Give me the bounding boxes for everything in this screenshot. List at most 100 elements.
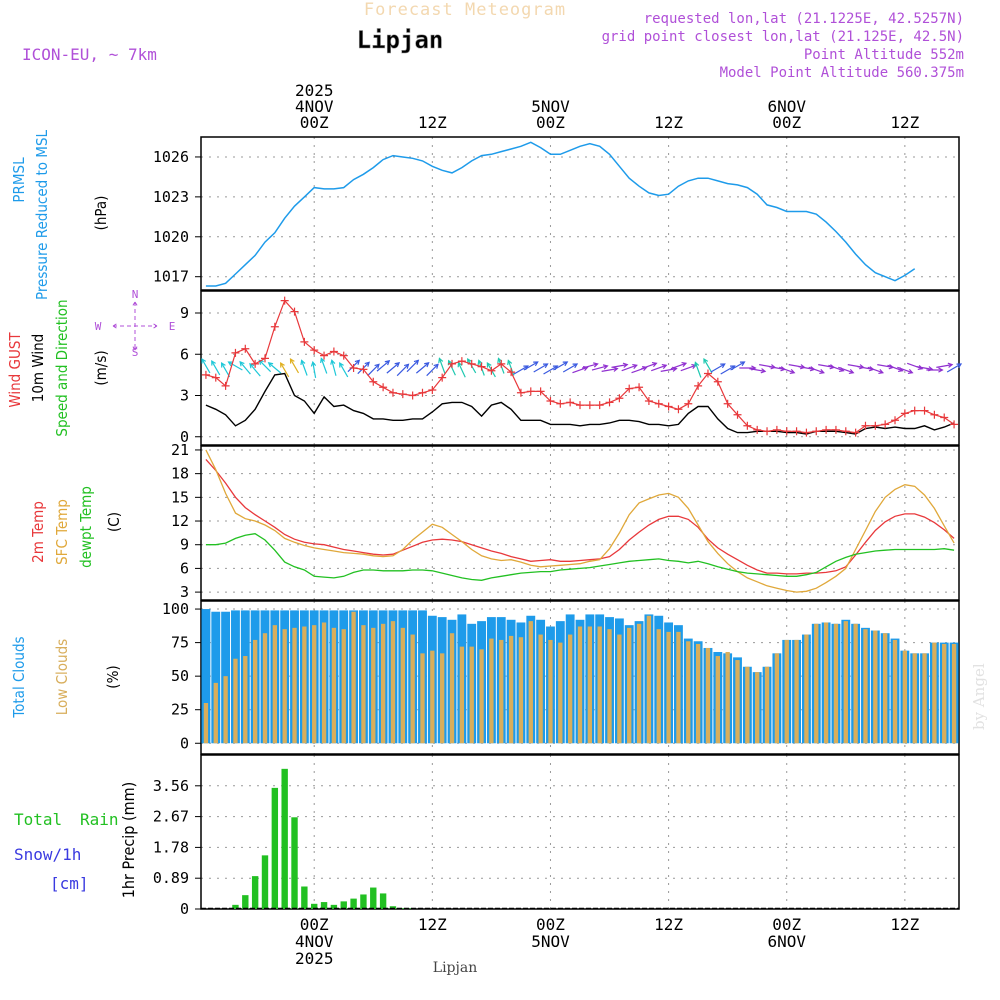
rain-bar (291, 817, 298, 909)
wind-arrow-shaft (320, 358, 328, 374)
y-tick-label: 18 (171, 465, 189, 483)
low-cloud-bar (233, 658, 238, 744)
wind-direction-arrow (553, 361, 569, 371)
footer-station: Lipjan (433, 960, 477, 976)
wind-direction-arrow (651, 363, 668, 372)
rain-bar (370, 887, 377, 909)
temp-unit: (C) (105, 512, 123, 532)
y-tick-label: 9 (180, 536, 189, 554)
wind-gust-line (205, 299, 955, 434)
bottom-time-label: 12Z (418, 915, 447, 934)
wind-gust-marker (940, 413, 949, 422)
wind-gust-marker (438, 373, 447, 382)
y-tick-label: 75 (171, 634, 189, 652)
wind-direction-arrow (601, 366, 619, 372)
wind-arrow-head (938, 367, 944, 373)
rain-label: Rain (80, 810, 119, 829)
wind-direction-arrow (926, 367, 944, 373)
low-cloud-bar (646, 615, 652, 744)
low-cloud-bar (627, 627, 632, 744)
wind-arrow-shaft (591, 365, 608, 371)
wind-arrow-shaft (916, 366, 933, 370)
wind-gust-marker (280, 296, 289, 305)
wind-arrow-head (300, 359, 306, 366)
low-cloud-bar (784, 639, 789, 744)
wind-arrow-head (694, 361, 700, 368)
bottom-time-label: 6NOV (767, 932, 806, 951)
low-cloud-bar (420, 653, 425, 744)
bottom-time-label: 00Z (300, 915, 329, 934)
low-cloud-bar (292, 627, 297, 744)
wind-arrow-shaft (838, 366, 854, 374)
wind-gust-marker (221, 381, 230, 390)
low-cloud-bar (597, 626, 602, 744)
precip-panel: 0 0.89 1.78 2.67 3.56 Total Rain Snow/1h [cm] 1hr… (14, 754, 960, 918)
wind-direction-arrow (533, 363, 549, 373)
compass-cross (112, 301, 158, 351)
wind-gust-marker (487, 366, 496, 375)
wind-gust-marker (920, 406, 929, 415)
panel-frame (200, 290, 960, 446)
wind-arrow-head (267, 362, 274, 368)
top-time-label: 00Z (300, 113, 329, 132)
low-cloud-bar (912, 653, 917, 744)
clouds-panel: 0 25 50 75 100 Total Clouds Low Clouds (%) (10, 600, 960, 755)
wind-gust-marker (251, 359, 260, 368)
wind-direction-arrow (507, 359, 515, 376)
wind-arrow-head (947, 362, 954, 368)
low-cloud-bar (331, 627, 337, 744)
wind-direction-arrow (415, 362, 430, 374)
wind-gust-marker (782, 427, 791, 436)
low-cloud-bar (686, 641, 691, 744)
top-time-label: 00Z (536, 113, 565, 132)
wind-direction-arrow (289, 357, 300, 374)
low-cloud-bar (656, 629, 661, 744)
wind-direction-arrow (201, 357, 211, 374)
wind-direction-arrow (591, 364, 609, 371)
wind-gust-marker (497, 359, 506, 368)
wind-direction-arrow (406, 359, 420, 373)
wind-arrow-head (280, 361, 285, 368)
rain-bar (350, 898, 357, 909)
compass-s: S (132, 346, 139, 359)
wind-direction-arrow (367, 363, 380, 377)
low-cloud-bar (883, 633, 888, 744)
panel-frame (200, 136, 960, 291)
panel-frame (200, 445, 960, 601)
wind-arrow-shaft (396, 363, 409, 377)
wind-arrow-shaft (601, 368, 618, 372)
wind-arrow-shaft (749, 368, 766, 372)
y-tick-label: 9 (180, 304, 189, 322)
wind-arrow-head (681, 361, 688, 368)
wind-direction-arrow (694, 361, 702, 378)
wind-direction-arrow (611, 362, 629, 368)
low-cloud-bar (321, 622, 327, 744)
low-cloud-bar (459, 646, 465, 744)
wind-direction-arrow (867, 366, 885, 375)
low-cloud-bar (499, 639, 504, 744)
low-cloud-bar (853, 623, 858, 744)
wind-gust-marker (812, 427, 821, 436)
wind-arrow-shaft (906, 362, 923, 370)
bottom-time-label: 12Z (890, 915, 919, 934)
station-title: Lipjan (357, 26, 444, 54)
rain-bar (360, 894, 367, 909)
wind-arrow-head (907, 368, 914, 375)
y-tick-label: 0.89 (153, 869, 189, 887)
low-cloud-bar (449, 633, 455, 744)
low-cloud-bar (440, 653, 445, 744)
low-cloud-bar (302, 626, 307, 744)
wind-arrow-head (467, 357, 472, 364)
wind-gust-marker (349, 364, 358, 372)
wind-arrow-shaft (331, 360, 337, 376)
wind-arrow-shaft (680, 364, 697, 372)
wind-arrow-shaft (779, 366, 795, 374)
wind-gust-marker (881, 420, 890, 429)
low-cloud-bar (262, 633, 268, 744)
compass-rose: N S W E (95, 288, 176, 359)
wind-gust-marker (320, 351, 329, 360)
wind-direction-arrow (621, 363, 638, 372)
wind-gust-marker (871, 421, 880, 430)
low-cloud-bar (243, 656, 248, 744)
